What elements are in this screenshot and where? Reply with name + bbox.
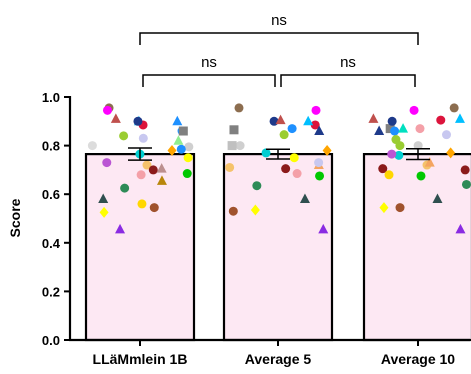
data-point [310, 120, 320, 130]
data-point [182, 169, 192, 179]
data-point [299, 193, 310, 204]
data-point [99, 206, 109, 218]
data-point [178, 126, 188, 136]
significance-bracket [280, 74, 416, 87]
data-point [275, 114, 286, 125]
data-point [415, 124, 425, 134]
data-point [461, 179, 471, 189]
data-point [416, 171, 426, 181]
significance-bracket [142, 74, 276, 87]
data-point [385, 124, 395, 134]
data-point [455, 223, 466, 234]
data-point [287, 124, 297, 134]
data-point [279, 130, 289, 140]
data-point [138, 133, 148, 143]
data-point [432, 193, 443, 204]
data-point [261, 148, 271, 158]
data-point [311, 105, 321, 115]
data-point [289, 153, 299, 163]
significance-bracket [139, 32, 419, 45]
data-point [87, 141, 97, 151]
data-point [368, 113, 379, 123]
data-point [167, 144, 177, 156]
data-point [303, 115, 314, 126]
data-point [398, 123, 409, 133]
x-tick-label: Average 5 [245, 351, 312, 367]
data-point [413, 141, 423, 151]
y-tick-label: 0.2 [42, 284, 60, 299]
data-point [384, 170, 394, 180]
x-tick-label: Average 10 [381, 351, 455, 367]
data-point [394, 150, 404, 160]
bar [362, 153, 471, 342]
significance-label: ns [201, 54, 217, 71]
data-point [442, 130, 452, 140]
y-tick-label: 0.4 [42, 236, 61, 251]
x-tick-label: LLäMmlein 1B [93, 351, 188, 367]
data-point [318, 223, 329, 234]
data-point [314, 158, 324, 168]
data-point [391, 135, 401, 145]
data-point [387, 149, 397, 159]
data-point [379, 202, 389, 214]
data-point [156, 163, 167, 173]
data-point [228, 206, 238, 216]
data-point [314, 125, 325, 136]
data-point [390, 126, 400, 136]
data-point [315, 171, 325, 181]
data-point [102, 158, 112, 168]
data-point [424, 157, 435, 167]
data-point [148, 165, 158, 175]
data-point [137, 199, 147, 209]
data-point [172, 115, 183, 126]
data-point [142, 160, 152, 170]
data-point [454, 113, 465, 123]
data-point [120, 183, 130, 193]
data-point [460, 165, 470, 175]
data-point [234, 103, 244, 113]
data-point [227, 141, 237, 151]
data-point [183, 153, 193, 163]
data-point [225, 162, 235, 172]
data-point [446, 147, 456, 159]
data-point [235, 141, 245, 151]
data-point [292, 169, 302, 179]
data-point [229, 125, 239, 135]
y-tick-label: 0.6 [42, 187, 60, 202]
data-point [395, 203, 405, 213]
data-point [115, 223, 126, 234]
data-point [149, 203, 159, 213]
data-point [322, 144, 332, 156]
data-point [387, 116, 397, 126]
significance-label: ns [340, 54, 356, 71]
data-point [378, 164, 388, 174]
data-point [184, 142, 194, 152]
data-point [133, 116, 143, 126]
y-axis-title: Score [7, 198, 23, 237]
data-point [176, 144, 186, 154]
data-point [281, 164, 291, 174]
data-point [173, 135, 184, 145]
data-point [252, 181, 262, 191]
bar [222, 153, 334, 342]
data-point [374, 125, 385, 136]
data-point [436, 115, 446, 125]
data-point [98, 193, 109, 204]
significance-label: ns [271, 12, 287, 29]
data-point [449, 103, 459, 113]
data-point [250, 204, 260, 216]
y-tick-label: 0.8 [42, 139, 60, 154]
data-point [102, 105, 112, 115]
data-point [409, 105, 419, 115]
data-point [156, 175, 167, 185]
y-tick-label: 1.0 [42, 90, 60, 105]
data-point [110, 113, 121, 123]
data-point [136, 170, 146, 180]
bar [84, 153, 196, 342]
y-tick-label: 0.0 [42, 333, 60, 348]
data-point [119, 131, 129, 141]
